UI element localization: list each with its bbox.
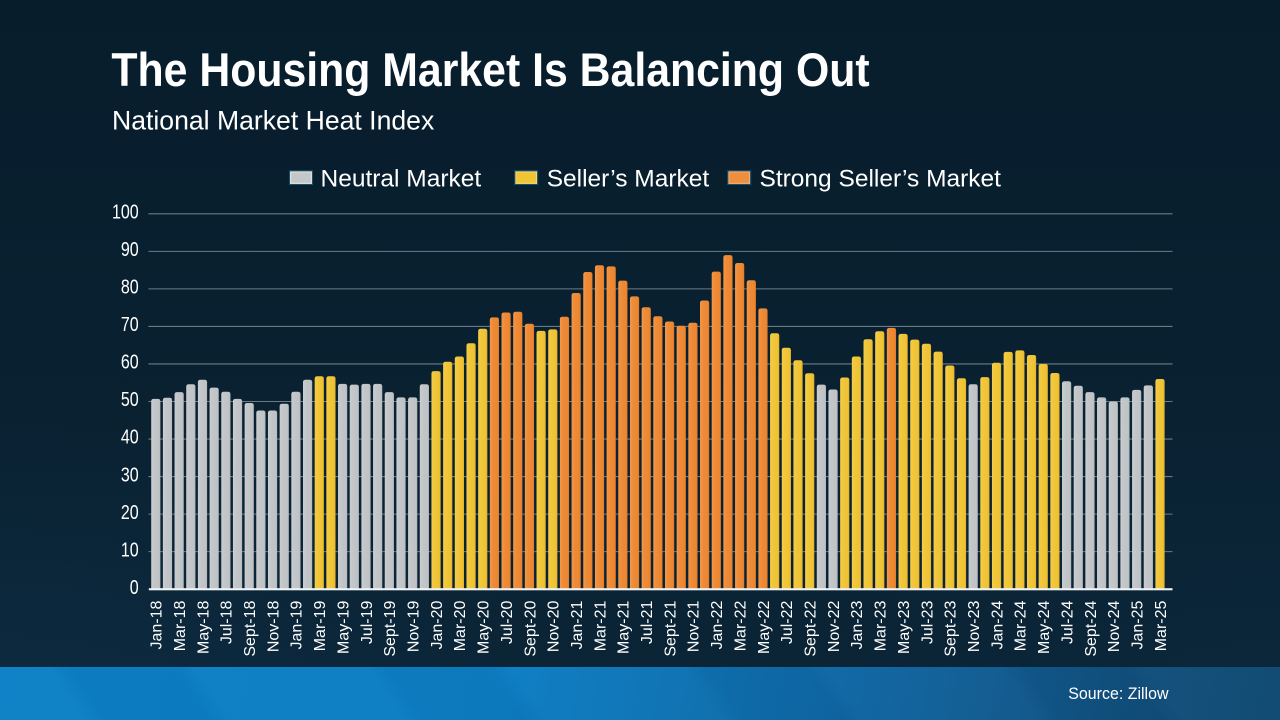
svg-text:The Housing Market Is Balancin: The Housing Market Is Balancing Out xyxy=(111,43,869,97)
svg-text:Sept-22: Sept-22 xyxy=(803,601,820,657)
svg-text:Jul-19: Jul-19 xyxy=(359,600,376,644)
svg-text:70: 70 xyxy=(121,312,139,335)
svg-text:0: 0 xyxy=(130,575,139,598)
svg-text:10: 10 xyxy=(121,537,139,560)
svg-text:Jul-23: Jul-23 xyxy=(919,600,936,644)
svg-text:Nov-21: Nov-21 xyxy=(686,600,703,652)
svg-text:Sept-20: Sept-20 xyxy=(522,601,539,657)
svg-text:Nov-24: Nov-24 xyxy=(1106,600,1123,652)
svg-text:Jan-24: Jan-24 xyxy=(989,600,1006,649)
svg-text:Seller’s Market: Seller’s Market xyxy=(547,165,710,192)
svg-text:Jan-25: Jan-25 xyxy=(1129,600,1146,649)
svg-text:Jan-19: Jan-19 xyxy=(289,600,306,649)
svg-text:30: 30 xyxy=(121,462,139,485)
svg-text:May-19: May-19 xyxy=(335,601,352,654)
svg-text:Nov-22: Nov-22 xyxy=(826,600,843,652)
svg-text:Mar-24: Mar-24 xyxy=(1013,601,1030,652)
svg-text:National Market Heat Index: National Market Heat Index xyxy=(112,105,435,135)
svg-text:Jan-23: Jan-23 xyxy=(849,600,866,649)
svg-text:Jan-22: Jan-22 xyxy=(709,600,726,649)
svg-text:80: 80 xyxy=(121,275,139,298)
svg-text:May-18: May-18 xyxy=(195,601,212,654)
svg-text:Jan-20: Jan-20 xyxy=(429,600,446,649)
svg-text:Jan-21: Jan-21 xyxy=(569,600,586,649)
svg-text:Jan-18: Jan-18 xyxy=(149,600,166,649)
svg-text:Nov-18: Nov-18 xyxy=(265,600,282,652)
svg-text:40: 40 xyxy=(121,425,139,448)
svg-text:May-24: May-24 xyxy=(1036,601,1053,654)
svg-text:Mar-20: Mar-20 xyxy=(452,601,469,652)
svg-text:Jul-20: Jul-20 xyxy=(499,600,516,644)
svg-text:Mar-19: Mar-19 xyxy=(312,601,329,652)
svg-text:Nov-23: Nov-23 xyxy=(966,600,983,652)
svg-text:Nov-19: Nov-19 xyxy=(405,600,422,652)
svg-text:May-22: May-22 xyxy=(756,601,773,654)
svg-text:Sept-24: Sept-24 xyxy=(1083,601,1100,657)
svg-text:Jul-24: Jul-24 xyxy=(1059,600,1076,644)
svg-text:May-21: May-21 xyxy=(616,601,633,654)
svg-text:Mar-25: Mar-25 xyxy=(1153,601,1170,652)
svg-text:Mar-22: Mar-22 xyxy=(732,601,749,652)
svg-text:20: 20 xyxy=(121,500,139,523)
svg-text:60: 60 xyxy=(121,350,139,373)
svg-text:Jul-18: Jul-18 xyxy=(219,600,236,644)
svg-text:Sept-21: Sept-21 xyxy=(662,601,679,657)
svg-text:100: 100 xyxy=(112,200,139,223)
svg-text:Sept-23: Sept-23 xyxy=(943,601,960,657)
svg-text:Strong Seller’s Market: Strong Seller’s Market xyxy=(760,165,1002,192)
svg-text:Mar-23: Mar-23 xyxy=(873,601,890,652)
svg-text:50: 50 xyxy=(121,387,139,410)
svg-text:Jul-22: Jul-22 xyxy=(779,600,796,644)
svg-text:Mar-18: Mar-18 xyxy=(172,601,189,652)
svg-text:Source: Zillow: Source: Zillow xyxy=(1068,685,1169,703)
svg-text:Mar-21: Mar-21 xyxy=(592,601,609,652)
svg-text:Jul-21: Jul-21 xyxy=(639,600,656,644)
svg-text:Neutral Market: Neutral Market xyxy=(321,165,482,192)
svg-text:Sept-19: Sept-19 xyxy=(382,601,399,657)
svg-text:90: 90 xyxy=(121,237,139,260)
svg-text:Sept-18: Sept-18 xyxy=(242,601,259,657)
svg-text:Nov-20: Nov-20 xyxy=(546,600,563,652)
svg-text:May-20: May-20 xyxy=(476,601,493,654)
svg-text:May-23: May-23 xyxy=(896,601,913,654)
